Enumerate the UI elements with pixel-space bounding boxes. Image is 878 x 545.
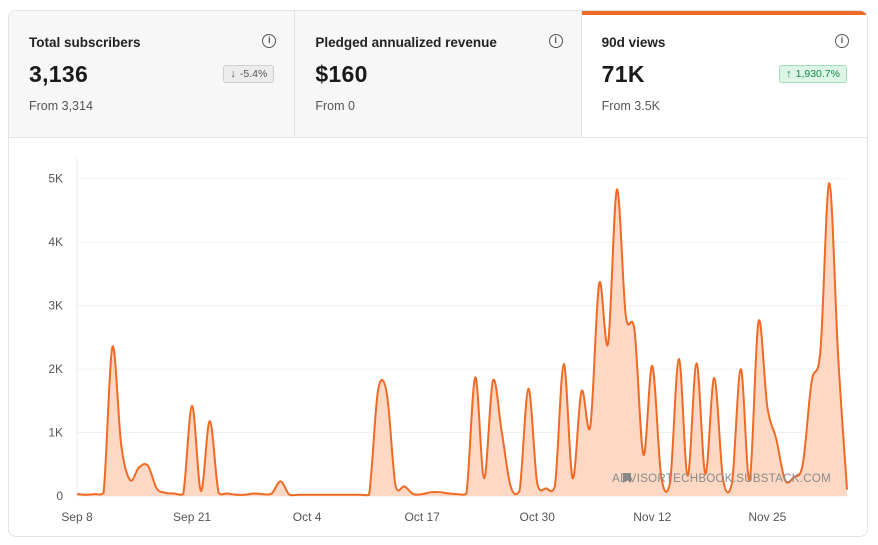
series-line [76, 182, 848, 497]
stat-90d-views[interactable]: 90d views i 71K ↑ 1,930.7% From 3.5K [580, 11, 867, 137]
info-icon[interactable]: i [262, 34, 277, 48]
change-value: -5.4% [239, 68, 268, 80]
x-tick-label: Oct 30 [520, 510, 556, 524]
arrow-up-icon: ↑ [786, 68, 792, 80]
views-chart[interactable]: 0 1K 2K 3K 4K 5K Sep 8 Sep 21 Oct 4 Oct 17 Oct 30 N… [9, 138, 867, 536]
stat-value: $160 [315, 61, 368, 87]
series-area [77, 183, 847, 497]
x-tick-label: Sep 21 [173, 510, 211, 524]
views-chart-svg: 0 1K 2K 3K 4K 5K Sep 8 Sep 21 Oct 4 Oct 17 Oct 30 N… [48, 158, 848, 524]
x-tick-label: Nov 25 [748, 510, 786, 524]
stat-title: Pledged annualized revenue [315, 35, 497, 50]
stat-title: 90d views [601, 35, 666, 50]
change-badge: ↓ -5.4% [223, 65, 275, 83]
stat-from: From 0 [315, 99, 355, 113]
y-tick-label: 0 [56, 489, 63, 503]
info-icon[interactable]: i [834, 34, 849, 48]
stat-from: From 3,314 [29, 99, 93, 113]
x-tick-label: Nov 12 [633, 510, 671, 524]
stats-header: Total subscribers i 3,136 ↓ -5.4% From 3… [9, 11, 867, 138]
stat-value: 71K [601, 61, 645, 87]
y-tick-label: 4K [48, 235, 63, 249]
change-badge: ↑ 1,930.7% [779, 65, 847, 83]
x-tick-label: Sep 8 [61, 510, 93, 524]
stat-pledged-revenue[interactable]: Pledged annualized revenue i $160 From 0 [294, 11, 581, 137]
x-tick-label: Oct 4 [293, 510, 322, 524]
y-tick-label: 5K [48, 172, 63, 186]
stat-total-subscribers[interactable]: Total subscribers i 3,136 ↓ -5.4% From 3… [9, 11, 295, 137]
bookmark-icon [623, 473, 631, 483]
stats-card: Total subscribers i 3,136 ↓ -5.4% From 3… [8, 10, 868, 537]
watermark-text: ADVISORTECHBOOK.SUBSTACK.COM [612, 473, 831, 485]
stat-value: 3,136 [29, 61, 89, 87]
change-value: 1,930.7% [795, 68, 840, 80]
x-tick-label: Oct 17 [404, 510, 440, 524]
y-tick-label: 2K [48, 362, 63, 376]
y-tick-label: 1K [48, 426, 63, 440]
y-tick-label: 3K [48, 299, 63, 313]
info-icon[interactable]: i [548, 34, 563, 48]
stat-title: Total subscribers [29, 35, 141, 50]
arrow-down-icon: ↓ [230, 68, 236, 80]
stat-from: From 3.5K [601, 99, 661, 113]
